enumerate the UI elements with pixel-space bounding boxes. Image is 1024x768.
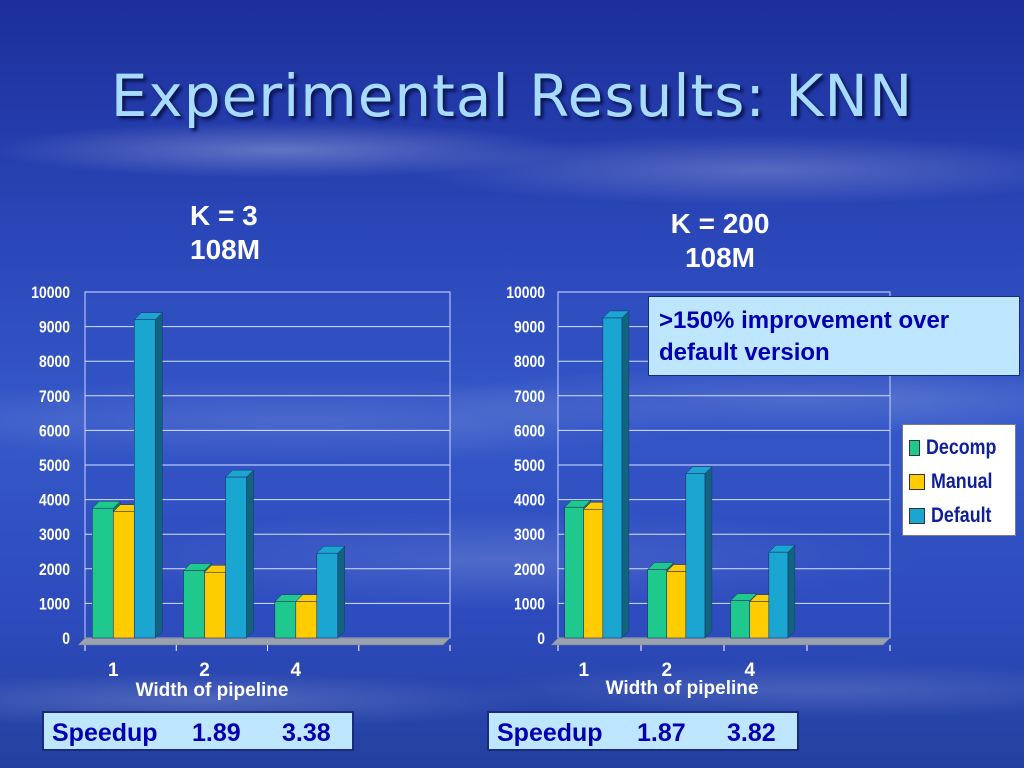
- chart2-y-tick-label: 0: [537, 630, 545, 649]
- chart1-speedup-label: Speedup: [52, 719, 158, 747]
- chart2-speedup-label: Speedup: [497, 719, 603, 747]
- chart2-floor: [550, 637, 891, 646]
- chart1-y-tick-label: 4000: [39, 491, 70, 510]
- legend-swatch-decomp: [909, 440, 921, 456]
- chart1-bar-default-2: [225, 476, 247, 639]
- chart1-y-tick-label: 1000: [39, 595, 70, 614]
- chart2-bar-default-1: [602, 317, 623, 639]
- chart2-bar-manual-2: [666, 571, 687, 639]
- chart2-bar-decomp-2: [647, 569, 668, 639]
- chart1-bar-decomp-2: [183, 570, 205, 639]
- chart1-speedup-value-4: 3.38: [282, 719, 331, 747]
- legend-label-manual: Manual: [931, 470, 993, 493]
- chart1-speedup-value-2: 1.89: [192, 719, 241, 747]
- chart2-title: K = 200 108M: [640, 207, 800, 275]
- chart1-floor: [77, 637, 451, 646]
- chart2-y-tick-label: 5000: [514, 457, 545, 476]
- chart1-y-tick-label: 2000: [39, 561, 70, 580]
- chart1-x-tick-label: 2: [199, 660, 210, 681]
- chart2-y-tick-label: 8000: [514, 353, 545, 372]
- chart1-title-line2: 108M: [190, 234, 261, 265]
- chart2-y-tick-label: 7000: [514, 388, 545, 407]
- chart2-bar-manual-4: [749, 601, 770, 639]
- chart1-y-tick-label: 0: [62, 630, 70, 649]
- chart1-bar-default-side: [337, 545, 346, 639]
- chart2-y-tick-label: 6000: [514, 422, 545, 441]
- chart2-bar-default-side: [704, 466, 713, 639]
- chart2-speedup-value-2: 1.87: [637, 719, 686, 747]
- chart2-y-tick-label: 2000: [514, 561, 545, 580]
- improvement-callout: >150% improvement over default version: [648, 296, 1020, 376]
- chart2-bar-default-4: [768, 551, 789, 639]
- chart2-speedup-value-4: 3.82: [727, 719, 776, 747]
- chart1-bar-manual-2: [204, 571, 226, 639]
- legend-swatch-manual: [909, 474, 925, 490]
- chart1-bar-manual-4: [295, 601, 318, 639]
- chart1-speedup-box: Speedup 1.89 3.38: [42, 711, 354, 751]
- chart2-y-tick-label: 1000: [514, 595, 545, 614]
- chart1-title-line1: K = 3: [190, 200, 258, 231]
- chart1-y-tick-label: 5000: [39, 457, 70, 476]
- chart1-title: K = 3 108M: [190, 199, 290, 267]
- chart2-x-tick-label: 1: [578, 660, 589, 681]
- chart2-bar-default-side: [621, 310, 630, 639]
- chart2-title-line1: K = 200: [670, 208, 770, 239]
- legend-item-manual: Manual: [909, 465, 1009, 499]
- chart-legend: Decomp Manual Default: [902, 424, 1016, 536]
- chart2-y-tick-label: 10000: [506, 284, 545, 303]
- chart1-y-tick-label: 10000: [31, 284, 70, 303]
- legend-label-decomp: Decomp: [926, 436, 997, 459]
- chart2-bar-default-2: [685, 473, 706, 639]
- chart2-bar-default-side: [787, 544, 796, 639]
- chart1-y-tick-label: 6000: [39, 422, 70, 441]
- chart1-x-axis-title: Width of pipeline: [135, 680, 289, 701]
- chart2-bar-manual-1: [583, 508, 604, 639]
- chart1-bar-manual-1: [112, 511, 135, 639]
- chart2-x-tick-label: 4: [744, 660, 755, 681]
- chart1-bar-default-4: [316, 552, 339, 639]
- legend-label-default: Default: [931, 504, 992, 527]
- chart1-x-tick-label: 4: [290, 660, 301, 681]
- chart1-y-tick-label: 9000: [39, 318, 70, 337]
- chart2-title-line2: 108M: [684, 242, 756, 273]
- chart2-y-tick-label: 4000: [514, 491, 545, 510]
- chart1-y-tick-label: 8000: [39, 353, 70, 372]
- legend-item-default: Default: [909, 499, 1009, 533]
- chart1-bar-default-side: [155, 312, 163, 639]
- chart2-x-tick-label: 2: [661, 660, 672, 681]
- chart1-bar-default-1: [133, 319, 156, 639]
- chart1-bar-decomp-1: [92, 507, 114, 639]
- chart1-y-tick-label: 7000: [39, 388, 70, 407]
- chart2-speedup-box: Speedup 1.87 3.82: [487, 711, 799, 751]
- chart1-y-tick-label: 3000: [39, 526, 70, 545]
- chart1-bar-decomp-4: [274, 601, 297, 639]
- legend-item-decomp: Decomp: [909, 431, 1009, 465]
- chart2-y-tick-label: 9000: [514, 318, 545, 337]
- chart2-bar-decomp-1: [564, 506, 585, 639]
- chart1-x-tick-label: 1: [108, 660, 119, 681]
- slide-title: Experimental Results: KNN: [110, 62, 914, 130]
- chart2-x-axis-title: Width of pipeline: [605, 678, 759, 699]
- chart2-y-tick-label: 3000: [514, 526, 545, 545]
- chart2-bar-decomp-4: [730, 600, 751, 639]
- chart1-bar-default-side: [246, 469, 254, 639]
- legend-swatch-default: [909, 508, 925, 524]
